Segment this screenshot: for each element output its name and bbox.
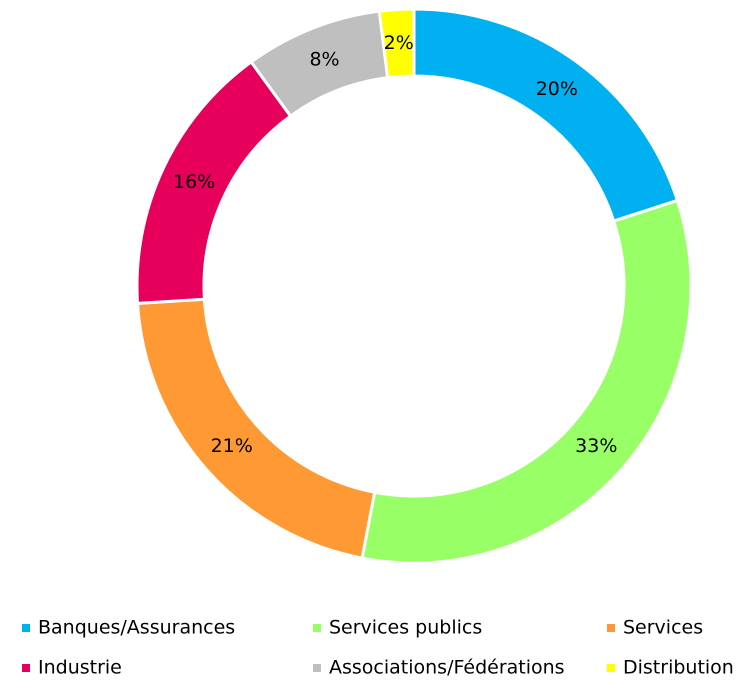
legend-label: Associations/Fédérations: [329, 657, 565, 679]
legend-label: Industrie: [38, 657, 122, 679]
legend-swatch: [607, 624, 615, 632]
data-label: 16%: [173, 171, 215, 193]
legend-swatch: [313, 624, 321, 632]
data-label: 21%: [211, 435, 253, 457]
legend-swatch: [607, 664, 615, 672]
legend-swatch: [313, 664, 321, 672]
legend-label: Distribution: [623, 657, 734, 679]
legend-label: Banques/Assurances: [38, 617, 235, 639]
donut-slice: [412, 7, 680, 223]
legend-label: Services: [623, 617, 703, 639]
data-label: 2%: [384, 32, 414, 54]
donut-slice: [360, 198, 693, 565]
legend-swatch: [22, 624, 30, 632]
legend-label: Services publics: [329, 617, 482, 639]
donut-slice: [135, 297, 377, 560]
data-label: 33%: [575, 435, 617, 457]
data-label: 20%: [536, 78, 578, 100]
donut-slice: [377, 7, 416, 80]
legend-swatch: [22, 664, 30, 672]
data-label: 8%: [309, 49, 339, 71]
